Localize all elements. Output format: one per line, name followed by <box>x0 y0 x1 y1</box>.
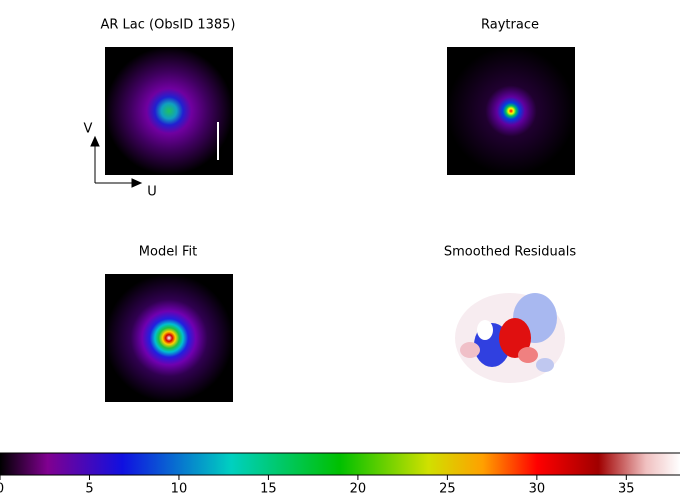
residuals-image <box>455 293 565 383</box>
axis-label: U <box>147 185 157 200</box>
tick-label: 15 <box>260 482 277 497</box>
tick-label: 5 <box>85 482 93 497</box>
axis-label: V <box>84 122 93 137</box>
axes-indicator <box>90 135 143 188</box>
panel-title: AR Lac (ObsID 1385) <box>100 18 235 33</box>
panel-title: Smoothed Residuals <box>444 245 576 260</box>
model-image <box>105 274 233 402</box>
colorbar <box>0 453 680 475</box>
panel-title: Raytrace <box>481 18 539 33</box>
tick-label: 20 <box>350 482 367 497</box>
colorbar-ticks: 0 5 10 15 20 25 30 35 <box>0 475 635 497</box>
tick-label: 25 <box>439 482 456 497</box>
tick-label: 35 <box>618 482 635 497</box>
tick-label: 30 <box>529 482 546 497</box>
panel-title: Model Fit <box>139 245 197 260</box>
observed-image <box>105 47 233 175</box>
tick-label: 0 <box>0 482 4 497</box>
raytrace-image <box>447 47 575 175</box>
tick-label: 10 <box>171 482 188 497</box>
